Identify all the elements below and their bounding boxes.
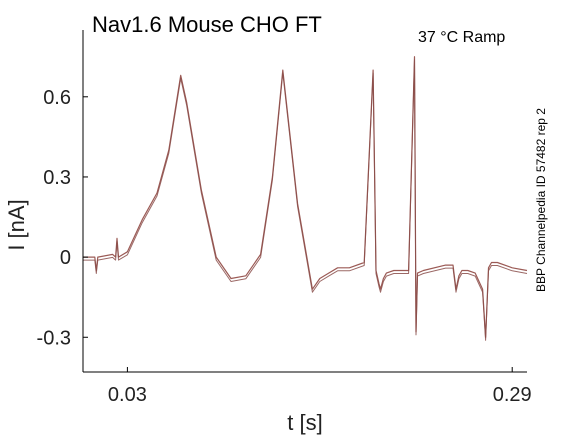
condition-label: 37 °C Ramp (418, 29, 505, 46)
x-axis-label: t [s] (287, 410, 322, 435)
y-tick-label: 0 (60, 247, 71, 269)
current-trace-overlay (83, 59, 528, 341)
chart-title: Nav1.6 Mouse CHO FT (92, 12, 322, 37)
x-tick-label: 0.03 (108, 384, 147, 406)
y-tick-label: 0.3 (43, 167, 71, 189)
y-tick-label: 0.6 (43, 87, 71, 109)
y-tick-label: -0.3 (37, 327, 71, 349)
y-axis-label: I [nA] (4, 199, 29, 250)
plot-area (83, 56, 528, 341)
x-ticks: 0.03 0.29 (108, 367, 532, 406)
current-trace (83, 56, 528, 338)
x-tick-label: 0.29 (493, 384, 532, 406)
y-ticks: 0.6 0.3 0 -0.3 (37, 87, 88, 349)
channelpedia-id-note: BBP Channelpedia ID 57482 rep 2 (534, 108, 548, 292)
